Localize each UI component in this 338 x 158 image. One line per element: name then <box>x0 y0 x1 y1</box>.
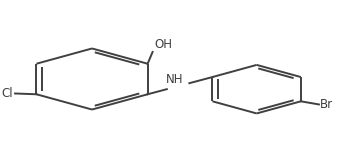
Text: Cl: Cl <box>2 87 14 100</box>
Text: Br: Br <box>320 98 333 111</box>
Text: NH: NH <box>166 73 184 86</box>
Text: OH: OH <box>154 38 172 51</box>
